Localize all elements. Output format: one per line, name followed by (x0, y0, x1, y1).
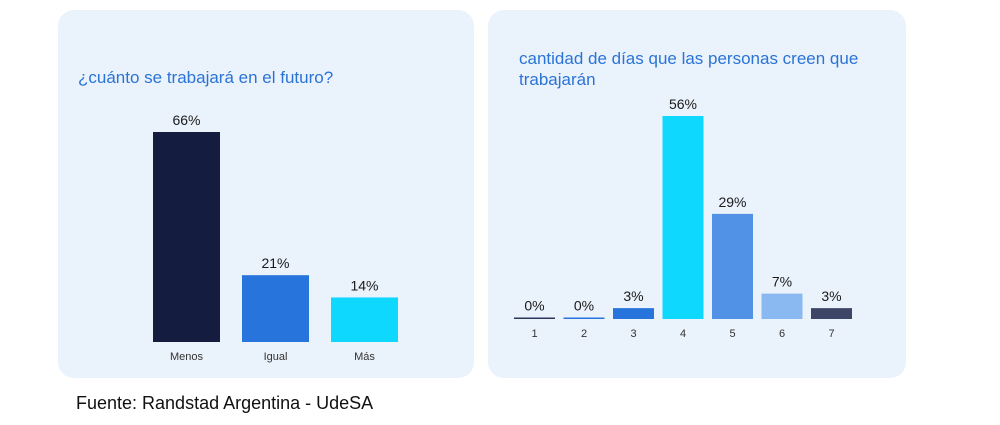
x-tick-label: Más (354, 351, 375, 363)
x-tick-label: 2 (581, 328, 587, 340)
chart-title: cantidad de días que las personas creen … (519, 49, 859, 89)
x-tick-label: 3 (630, 328, 636, 340)
bar-1 (514, 317, 555, 319)
chart-title: ¿cuánto se trabajará en el futuro? (78, 68, 334, 87)
bar-Más (331, 297, 398, 342)
value-label: 7% (772, 274, 792, 290)
x-tick-label: 4 (680, 328, 686, 340)
bar-3 (613, 308, 654, 319)
value-label: 56% (669, 96, 697, 112)
bar-7 (811, 308, 852, 319)
value-label: 0% (574, 298, 594, 314)
x-tick-label: 1 (531, 328, 537, 340)
bar-chart-work-days: 0% 1 0% 2 3% 3 56% 4 29% 5 7% 6 3% 7 (514, 96, 852, 340)
bar-5 (712, 213, 753, 319)
bar-2 (563, 317, 605, 319)
value-label: 3% (821, 288, 841, 304)
value-label: 14% (350, 277, 378, 293)
x-tick-label: 6 (779, 328, 785, 340)
value-label: 0% (524, 298, 544, 314)
bar-4 (662, 116, 704, 319)
value-label: 29% (718, 194, 746, 210)
bar-Menos (153, 132, 220, 342)
source-note: Fuente: Randstad Argentina - UdeSA (76, 393, 374, 413)
chart-panel-work-days: cantidad de días que las personas creen … (488, 10, 906, 378)
x-tick-label: Igual (264, 351, 288, 363)
x-tick-label: 7 (828, 328, 834, 340)
x-tick-label: Menos (170, 351, 204, 363)
chart-panel-future-work: ¿cuánto se trabajará en el futuro? 66% Me… (58, 10, 474, 378)
value-label: 21% (261, 255, 289, 271)
bar-Igual (242, 275, 309, 342)
x-tick-label: 5 (729, 328, 735, 340)
value-label: 3% (623, 288, 643, 304)
bar-6 (761, 293, 803, 319)
value-label: 66% (172, 112, 200, 128)
bar-chart-future-work: 66% Menos 21% Igual 14% Más (153, 112, 398, 363)
